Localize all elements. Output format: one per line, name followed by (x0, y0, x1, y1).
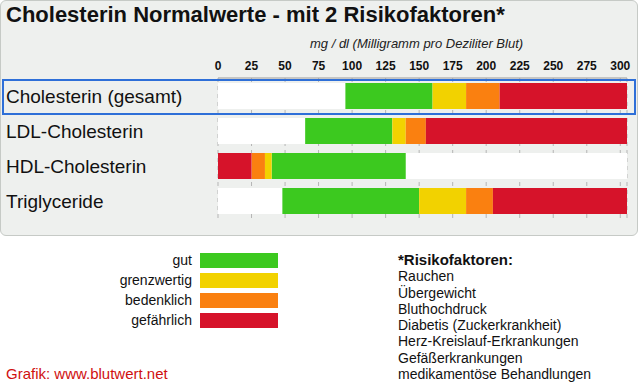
html-text:grenzwertig: grenzwertig (119, 272, 192, 288)
html-text:bedenklich: bedenklich (125, 292, 192, 308)
html-text:gefährlich: gefährlich (131, 312, 192, 328)
html-text:Gefäßerkrankungen: Gefäßerkrankungen (398, 349, 523, 366)
html-text:Herz-Kreislauf-Erkrankungen: Herz-Kreislauf-Erkrankungen (398, 333, 579, 350)
svg-text:250: 250 (543, 59, 563, 73)
html-text:Grafik: www.blutwert.net: Grafik: www.blutwert.net (6, 365, 168, 382)
html-text:Übergewicht: Übergewicht (398, 284, 476, 301)
html-text:*Risikofaktoren:: *Risikofaktoren: (398, 251, 513, 268)
html-text:gut: gut (172, 252, 192, 268)
svg-text:200: 200 (476, 59, 496, 73)
svg-text:LDL-Cholesterin: LDL-Cholesterin (6, 121, 143, 142)
html-text:Bluthochdruck: Bluthochdruck (398, 300, 487, 317)
svg-text:175: 175 (443, 59, 463, 73)
svg-text:50: 50 (278, 59, 292, 73)
svg-text:Cholesterin (gesamt): Cholesterin (gesamt) (6, 86, 182, 107)
svg-text:100: 100 (342, 59, 362, 73)
svg-text:75: 75 (312, 59, 326, 73)
html-text:Cholesterin Normalwerte - mit: Cholesterin Normalwerte - mit 2 Risikofa… (6, 2, 505, 27)
html-text:Diabetis (Zuckerkrankheit): Diabetis (Zuckerkrankheit) (398, 317, 562, 334)
svg-text:125: 125 (376, 59, 396, 73)
svg-text:150: 150 (409, 59, 429, 73)
svg-text:225: 225 (510, 59, 530, 73)
svg-text:25: 25 (245, 59, 259, 73)
html-text:mg / dl (Milligramm pro Dezili: mg / dl (Milligramm pro Deziliter Blut) (310, 36, 524, 51)
svg-text:300: 300 (610, 59, 630, 73)
html-text:Rauchen: Rauchen (398, 268, 454, 285)
svg-text:275: 275 (577, 59, 597, 73)
html-text:medikamentöse Behandlungen: medikamentöse Behandlungen (398, 366, 591, 383)
svg-text:0: 0 (215, 59, 222, 73)
svg-text:Triglyceride: Triglyceride (6, 191, 104, 212)
svg-text:HDL-Cholesterin: HDL-Cholesterin (6, 156, 146, 177)
